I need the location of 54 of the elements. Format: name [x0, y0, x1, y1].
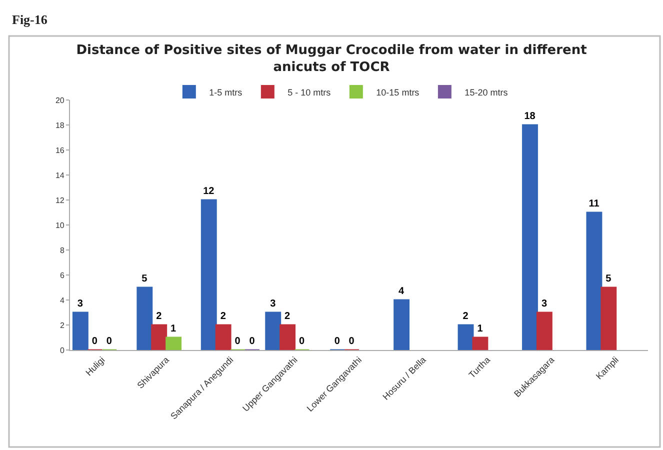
data-label: 11 — [588, 198, 600, 210]
bar — [472, 336, 488, 350]
y-tick-label: 12 — [55, 196, 65, 205]
bar — [522, 124, 538, 350]
bar — [166, 336, 182, 350]
y-tick-label: 20 — [55, 96, 65, 105]
legend-label: 5 - 10 mtrs — [288, 87, 332, 98]
y-tick-label: 14 — [55, 170, 65, 180]
y-tick-label: 2 — [60, 320, 65, 330]
bar — [72, 312, 88, 350]
y-tick-label: 16 — [55, 146, 65, 155]
bar — [536, 312, 552, 350]
bar — [458, 324, 474, 350]
data-label: 0 — [234, 336, 241, 347]
chart-title: Distance of Positive sites of Muggar Crocodile from water in different anicuts of TOCR — [76, 43, 587, 75]
y-tick-label: 8 — [60, 246, 65, 255]
data-label: 0 — [334, 336, 340, 347]
y-tick-label: 10 — [55, 220, 65, 230]
data-label: 4 — [398, 286, 405, 297]
data-label: 1 — [170, 324, 177, 334]
bar — [151, 324, 168, 350]
y-tick-label: 6 — [60, 270, 65, 280]
bar — [200, 199, 217, 350]
bar — [265, 312, 282, 350]
data-label: 2 — [462, 311, 469, 322]
data-label: 0 — [106, 336, 112, 347]
data-label: 3 — [77, 298, 84, 310]
data-label: 0 — [249, 336, 256, 347]
bar — [280, 324, 296, 350]
y-tick-label: 0 — [60, 346, 65, 355]
text: Fig-16 — [12, 12, 48, 27]
legend-label: 1-5 mtrs — [209, 87, 243, 98]
bar — [600, 286, 617, 350]
y-tick-label: 4 — [60, 296, 65, 305]
bar — [215, 324, 232, 350]
legend-label: 10-15 mtrs — [376, 87, 420, 98]
data-label: 18 — [524, 111, 536, 122]
legend-label: 15-20 mtrs — [464, 87, 508, 98]
data-label: 0 — [92, 336, 98, 347]
data-label: 3 — [541, 298, 548, 310]
data-label: 5 — [142, 274, 148, 284]
bar — [136, 286, 153, 350]
data-label: 3 — [270, 298, 276, 310]
data-label: 2 — [156, 311, 162, 322]
y-tick-label: 18 — [55, 120, 65, 130]
data-label: 0 — [299, 336, 306, 347]
data-label: 12 — [203, 186, 215, 197]
data-label: 1 — [477, 324, 484, 334]
data-label: 2 — [220, 311, 226, 322]
data-label: 5 — [606, 274, 612, 284]
bar — [394, 299, 410, 350]
bar — [586, 212, 602, 350]
data-label: 2 — [284, 311, 291, 322]
data-label: 0 — [348, 336, 355, 347]
